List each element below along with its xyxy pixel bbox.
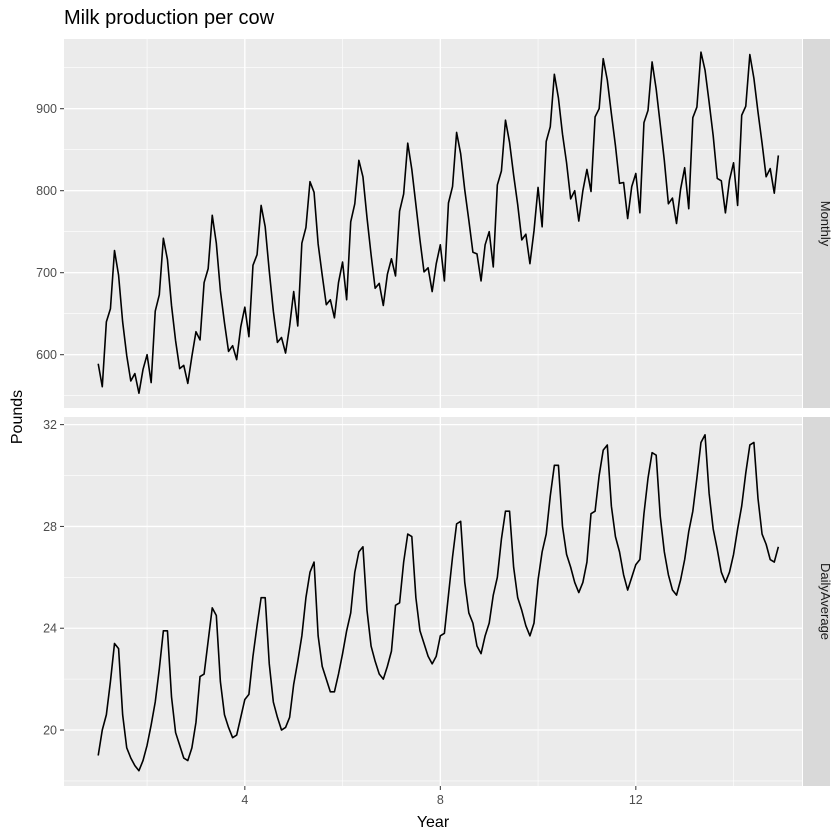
y-tick-label: 700: [36, 266, 57, 280]
panel-background: [64, 39, 802, 408]
facet-strip-label: DailyAverage: [818, 563, 833, 640]
x-tick-label: 12: [629, 793, 643, 807]
x-tick-label: 4: [241, 793, 248, 807]
y-tick-label: 900: [36, 102, 57, 116]
y-tick-label: 800: [36, 184, 57, 198]
x-axis: 4 8 12: [241, 786, 643, 807]
chart-title: Milk production per cow: [64, 7, 275, 29]
facet-strip-label: Monthly: [818, 201, 833, 247]
panel-monthly: 600 700 800 900 Monthly: [36, 39, 833, 408]
x-axis-title: Year: [417, 814, 450, 831]
facet-strip: [803, 39, 830, 408]
y-axis-title: Pounds: [9, 390, 26, 444]
panel-background: [64, 417, 802, 786]
series-line-monthly: [97, 51, 780, 395]
y-tick-label: 20: [43, 724, 57, 738]
y-tick-label: 600: [36, 348, 57, 362]
x-tick-label: 8: [437, 793, 444, 807]
facet-strip: [803, 417, 830, 786]
y-tick-label: 32: [43, 418, 57, 432]
panel-daily-average: 20 24 28 32 DailyAverage: [43, 417, 833, 786]
y-tick-label: 28: [43, 520, 57, 534]
series-line-dailyaverage: [97, 434, 780, 772]
y-tick-label: 24: [43, 622, 57, 636]
